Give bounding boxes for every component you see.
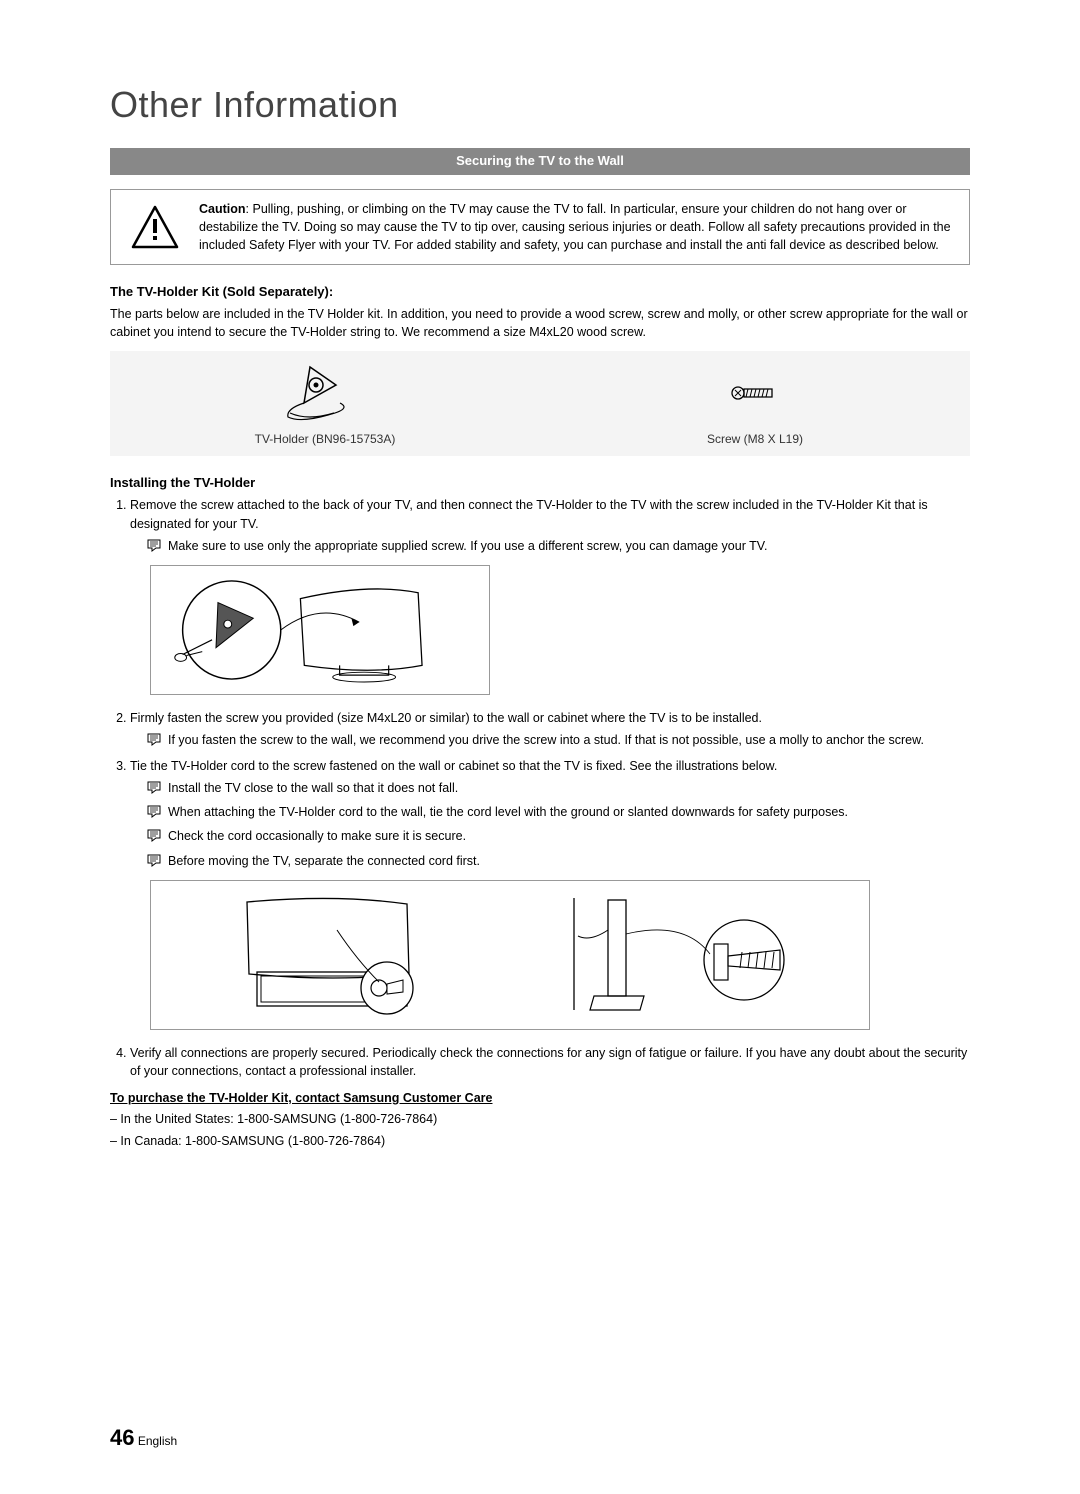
note-text: If you fasten the screw to the wall, we … — [168, 731, 924, 749]
note-icon — [146, 732, 162, 751]
install-step: Remove the screw attached to the back of… — [130, 496, 970, 694]
parts-cell: Screw (M8 X L19) — [540, 351, 970, 456]
note: When attaching the TV-Holder cord to the… — [146, 803, 970, 823]
parts-cell: TV-Holder (BN96-15753A) — [110, 351, 540, 456]
caution-text: Caution: Pulling, pushing, or climbing o… — [185, 200, 955, 254]
page-footer: 46 English — [110, 1423, 177, 1454]
footer-lang: English — [138, 1434, 177, 1448]
figure-step3 — [150, 880, 870, 1030]
note-text: Check the cord occasionally to make sure… — [168, 827, 466, 845]
kit-heading: The TV-Holder Kit (Sold Separately): — [110, 283, 970, 301]
note-icon — [146, 804, 162, 823]
screw-icon — [548, 363, 962, 423]
caution-body: : Pulling, pushing, or climbing on the T… — [199, 202, 951, 252]
step-text: Remove the screw attached to the back of… — [130, 498, 928, 530]
note: If you fasten the screw to the wall, we … — [146, 731, 970, 751]
step-text: Tie the TV-Holder cord to the screw fast… — [130, 759, 777, 773]
page-number: 46 — [110, 1425, 134, 1450]
parts-label: TV-Holder (BN96-15753A) — [118, 431, 532, 448]
note-icon — [146, 780, 162, 799]
install-step: Firmly fasten the screw you provided (si… — [130, 709, 970, 751]
section-bar: Securing the TV to the Wall — [110, 148, 970, 174]
note-icon — [146, 828, 162, 847]
note: Install the TV close to the wall so that… — [146, 779, 970, 799]
note: Check the cord occasionally to make sure… — [146, 827, 970, 847]
tv-holder-icon — [118, 363, 532, 423]
note-text: When attaching the TV-Holder cord to the… — [168, 803, 848, 821]
page-title: Other Information — [110, 80, 970, 130]
note-icon — [146, 538, 162, 557]
step-text: Firmly fasten the screw you provided (si… — [130, 711, 762, 725]
contact-heading: To purchase the TV-Holder Kit, contact S… — [110, 1090, 970, 1108]
figure-step1 — [150, 565, 490, 695]
install-heading: Installing the TV-Holder — [110, 474, 970, 492]
note: Make sure to use only the appropriate su… — [146, 537, 970, 557]
install-step: Tie the TV-Holder cord to the screw fast… — [130, 757, 970, 1030]
note-icon — [146, 853, 162, 872]
note-text: Make sure to use only the appropriate su… — [168, 537, 767, 555]
kit-desc: The parts below are included in the TV H… — [110, 305, 970, 341]
install-steps: Remove the screw attached to the back of… — [110, 496, 970, 1080]
note: Before moving the TV, separate the conne… — [146, 852, 970, 872]
parts-table: TV-Holder (BN96-15753A) Screw (M8 X L19) — [110, 351, 970, 456]
caution-box: Caution: Pulling, pushing, or climbing o… — [110, 189, 970, 265]
warning-icon — [125, 200, 185, 254]
note-text: Before moving the TV, separate the conne… — [168, 852, 480, 870]
install-step: Verify all connections are properly secu… — [130, 1044, 970, 1080]
step-text: Verify all connections are properly secu… — [130, 1046, 967, 1078]
contact-line: – In the United States: 1-800-SAMSUNG (1… — [110, 1111, 970, 1129]
note-text: Install the TV close to the wall so that… — [168, 779, 458, 797]
parts-label: Screw (M8 X L19) — [548, 431, 962, 448]
caution-label: Caution — [199, 202, 246, 216]
contact-line: – In Canada: 1-800-SAMSUNG (1-800-726-78… — [110, 1133, 970, 1151]
